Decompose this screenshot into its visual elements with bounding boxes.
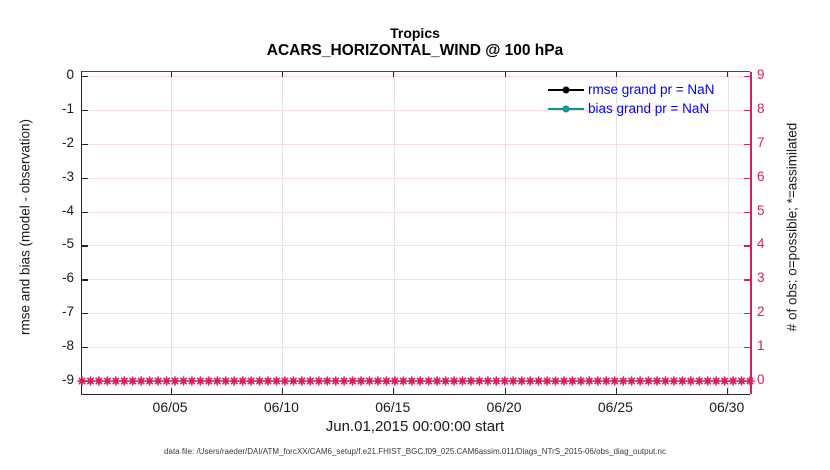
- left-tick-mark: [82, 313, 88, 315]
- legend-marker-line: [548, 86, 584, 93]
- left-y-tick-label: -8: [61, 338, 74, 354]
- datafile-path-text: data file: /Users/raeder/DAI/ATM_forcXX/…: [164, 447, 666, 456]
- right-y-tick-label: 0: [757, 372, 765, 387]
- h-gridline: [82, 279, 750, 281]
- legend-entry-label: bias grand pr = NaN: [588, 101, 710, 116]
- right-y-tick-label: 8: [757, 100, 765, 116]
- top-tick-mark: [170, 72, 172, 77]
- right-y-tick-label: 2: [757, 304, 765, 320]
- left-y-tick-label: -5: [61, 236, 74, 252]
- plot-area: [77, 71, 755, 395]
- left-y-tick-label: -6: [61, 270, 74, 286]
- right-tick-mark: [744, 279, 750, 281]
- legend-marker-line: [548, 105, 584, 112]
- right-y-tick-label: 1: [757, 338, 765, 354]
- h-gridline: [82, 177, 750, 179]
- right-tick-mark: [744, 313, 750, 315]
- x-tick-label: 06/05: [152, 399, 188, 415]
- right-tick-mark: [744, 143, 750, 145]
- legend-marker-dot: [562, 105, 570, 112]
- x-tick-label: 06/25: [597, 399, 633, 415]
- bottom-tick-mark: [615, 388, 618, 394]
- left-y-tick-label: -1: [61, 100, 74, 116]
- bottom-tick-mark: [170, 388, 172, 394]
- x-axis-label: Jun.01,2015 00:00:00 start: [325, 418, 505, 435]
- h-gridline: [82, 245, 750, 247]
- left-y-tick-label: -7: [61, 304, 74, 320]
- right-y-tick-label: 7: [757, 134, 765, 150]
- left-tick-mark: [82, 76, 88, 78]
- right-y-tick-label: 5: [757, 202, 765, 218]
- top-tick-mark: [727, 72, 729, 77]
- bottom-tick-mark: [504, 388, 506, 394]
- left-y-tick-label: 0: [66, 67, 74, 82]
- plot-variable-title: ACARS_HORIZONTAL_WIND @ 100 hPa: [266, 42, 564, 59]
- legend-entry: bias grand pr = NaN: [548, 99, 714, 118]
- top-tick-mark: [504, 72, 506, 77]
- x-tick-label: 06/10: [263, 399, 299, 415]
- top-tick-mark: [615, 72, 618, 77]
- top-tick-mark: [281, 72, 284, 77]
- plot-region-title: Tropics: [390, 25, 440, 41]
- v-gridline: [282, 72, 284, 394]
- v-gridline: [171, 72, 173, 394]
- legend-entry: rmse grand pr = NaN: [548, 80, 714, 99]
- legend: rmse grand pr = NaN bias grand pr = NaN: [548, 80, 714, 118]
- h-gridline: [82, 143, 750, 145]
- h-gridline: [82, 76, 750, 77]
- left-tick-mark: [82, 347, 88, 349]
- left-y-tick-label: -3: [61, 168, 74, 184]
- right-y-axis-label: # of obs: o=possible; *=assimilated: [784, 122, 800, 332]
- left-y-axis-label: rmse and bias (model - observation): [17, 118, 33, 336]
- bottom-tick-mark: [727, 388, 729, 394]
- right-y-tick-label: 9: [757, 67, 765, 82]
- right-tick-mark: [744, 211, 750, 213]
- left-tick-mark: [82, 245, 88, 247]
- h-gridline: [82, 347, 750, 349]
- h-gridline: [82, 211, 750, 213]
- left-y-tick-label: -4: [61, 202, 74, 218]
- bottom-tick-mark: [393, 388, 395, 394]
- legend-marker-dot: [562, 86, 570, 93]
- right-tick-mark: [744, 177, 750, 179]
- h-gridline: [82, 109, 750, 111]
- left-y-tick-label: -9: [61, 372, 74, 387]
- right-tick-mark: [744, 109, 750, 112]
- v-gridline: [616, 72, 618, 394]
- v-gridline: [505, 72, 507, 394]
- right-y-tick-label: 4: [757, 236, 765, 252]
- left-tick-mark: [82, 211, 88, 213]
- left-tick-mark: [82, 177, 88, 179]
- left-tick-mark: [82, 109, 88, 112]
- left-tick-mark: [82, 279, 88, 281]
- top-tick-mark: [393, 72, 395, 77]
- right-tick-mark: [744, 76, 750, 78]
- left-y-tick-label: -2: [61, 134, 74, 150]
- left-tick-mark: [82, 143, 88, 145]
- x-tick-label: 06/15: [375, 399, 411, 415]
- right-axis-spine: [750, 72, 752, 394]
- x-tick-label: 06/20: [486, 399, 522, 415]
- right-tick-mark: [744, 347, 750, 349]
- legend-entry-label: rmse grand pr = NaN: [588, 82, 715, 97]
- right-tick-mark: [744, 245, 750, 247]
- right-y-tick-label: 6: [757, 168, 765, 184]
- obs-count-marker-band: [77, 376, 755, 386]
- right-y-tick-label: 3: [757, 270, 765, 286]
- x-tick-label: 06/30: [709, 399, 745, 415]
- bottom-tick-mark: [281, 388, 284, 394]
- h-gridline: [82, 313, 750, 315]
- v-gridline: [727, 72, 729, 394]
- v-gridline: [393, 72, 395, 394]
